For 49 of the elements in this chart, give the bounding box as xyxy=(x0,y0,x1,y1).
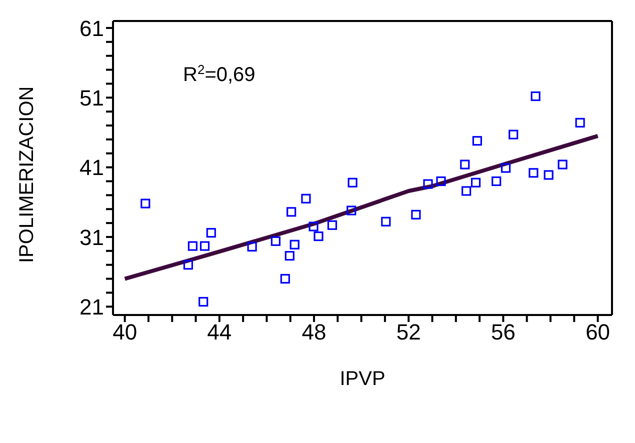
point xyxy=(575,118,585,128)
point xyxy=(280,274,290,284)
point xyxy=(558,160,568,170)
point xyxy=(198,296,208,307)
point xyxy=(301,194,311,204)
point xyxy=(530,91,540,102)
point xyxy=(411,210,421,220)
point xyxy=(528,168,538,178)
point xyxy=(460,160,470,170)
point xyxy=(140,198,150,208)
point xyxy=(247,242,257,252)
point xyxy=(462,186,472,196)
point xyxy=(183,260,194,270)
x-tick-label: 48 xyxy=(302,320,326,345)
point xyxy=(472,136,482,146)
y-tick-label: 41 xyxy=(80,155,104,180)
point xyxy=(286,207,296,217)
x-tick-label: 56 xyxy=(490,320,516,345)
point xyxy=(206,228,216,238)
point xyxy=(346,206,356,216)
point xyxy=(348,178,358,188)
x-axis-title: IPVP xyxy=(340,368,386,390)
line-series xyxy=(122,134,600,281)
point xyxy=(381,216,391,226)
point xyxy=(508,130,518,140)
point xyxy=(270,236,281,246)
y-tick-label: 31 xyxy=(80,224,104,250)
point xyxy=(436,176,446,186)
y-tick-label: 51 xyxy=(80,85,104,110)
point xyxy=(327,220,338,230)
x-tick-label: 60 xyxy=(586,320,610,345)
annotation: R$^{2}$=0,69 xyxy=(183,62,256,86)
point xyxy=(501,163,511,173)
point xyxy=(314,231,324,242)
y-tick-label: 21 xyxy=(80,294,104,320)
x-tick-label: 40 xyxy=(112,320,138,345)
y-axis-title: IPOLIMERIZACION xyxy=(16,86,38,263)
point xyxy=(290,240,300,250)
y-tick-label: 61 xyxy=(80,16,104,41)
x-tick-label: 52 xyxy=(396,320,421,345)
point xyxy=(492,176,502,186)
point xyxy=(308,222,318,232)
x-tick-label: 44 xyxy=(207,320,232,345)
point xyxy=(544,170,554,180)
point xyxy=(200,241,210,251)
point xyxy=(423,179,433,189)
point xyxy=(284,250,294,261)
point xyxy=(188,241,198,251)
point xyxy=(470,178,481,188)
